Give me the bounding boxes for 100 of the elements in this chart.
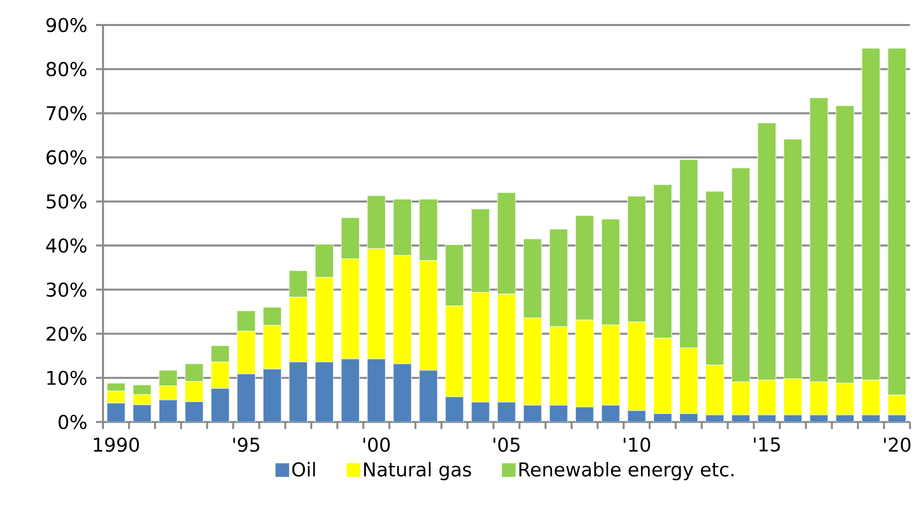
bar: [810, 382, 828, 416]
y-tick-label: 0%: [58, 414, 86, 430]
bar: [862, 48, 880, 380]
y-tick-label: 30%: [46, 282, 86, 297]
bar: [210, 345, 230, 362]
bar: [419, 198, 438, 261]
bar: [705, 364, 724, 416]
bar: [236, 310, 256, 332]
bar: [627, 196, 646, 322]
bar: [653, 338, 672, 414]
bar: [471, 208, 490, 293]
bar: [523, 404, 542, 422]
bar: [653, 184, 672, 338]
bar: [288, 270, 308, 298]
legend-label: Oil: [292, 462, 315, 477]
bar: [549, 326, 568, 406]
bar: [210, 362, 230, 389]
bar: [132, 404, 152, 422]
bar: [888, 48, 906, 396]
bar: [679, 159, 698, 348]
bar: [601, 404, 620, 422]
bar: [210, 388, 230, 422]
bar: [679, 348, 698, 414]
y-tick-label: 40%: [46, 238, 86, 253]
bar: [497, 402, 516, 422]
bar: [106, 382, 126, 392]
bar: [341, 258, 360, 360]
bar: [184, 381, 204, 402]
bar: [836, 414, 854, 422]
bar: [106, 402, 126, 422]
bar: [627, 322, 646, 411]
legend-label: Renewable energy etc.: [519, 462, 734, 480]
bar: [262, 307, 282, 326]
bar: [601, 218, 620, 326]
bar: [106, 390, 126, 404]
bar: [810, 97, 828, 382]
bar: [888, 394, 906, 416]
bar: [836, 105, 854, 384]
legend-label: Natural gas: [364, 462, 472, 480]
bar: [393, 363, 412, 422]
bar: [758, 122, 776, 380]
bar: [132, 394, 152, 406]
bar: [601, 324, 620, 406]
bar: [341, 217, 360, 260]
bar: [341, 358, 360, 422]
bar: [445, 244, 464, 306]
y-tick-label: 10%: [47, 370, 86, 386]
bar: [705, 414, 724, 422]
bar: [367, 248, 386, 360]
x-tick-label: 1990: [94, 438, 139, 452]
bar: [132, 384, 152, 395]
bar: [784, 414, 802, 422]
x-tick-label: '95: [233, 438, 260, 452]
bar: [549, 404, 568, 422]
y-tick-label: 50%: [46, 194, 86, 209]
bar: [497, 294, 516, 402]
bar: [184, 363, 204, 382]
bar: [575, 215, 594, 320]
bar: [549, 228, 568, 328]
bar: [888, 414, 906, 422]
bar: [288, 296, 308, 362]
bar: [758, 380, 776, 416]
bar: [784, 378, 802, 416]
bar: [731, 168, 750, 382]
bar: [758, 414, 776, 422]
bar: [523, 238, 542, 318]
x-tick-label: '00: [363, 438, 390, 452]
bar: [236, 330, 256, 374]
bar: [262, 325, 282, 370]
bar: [184, 401, 204, 422]
bar: [158, 386, 178, 400]
y-tick-label: 80%: [46, 62, 86, 76]
y-tick-label: 90%: [46, 18, 86, 32]
bar: [862, 414, 880, 422]
bar: [471, 402, 490, 422]
bar: [679, 413, 698, 422]
bar: [367, 358, 386, 422]
bar: [314, 362, 334, 422]
x-tick-label: '20: [884, 438, 910, 452]
bar: [262, 368, 282, 422]
bar: [810, 414, 828, 422]
y-tick-label: 70%: [46, 106, 86, 120]
x-tick-label: '15: [754, 438, 780, 452]
bar: [288, 362, 308, 422]
y-tick-label: 20%: [46, 326, 86, 341]
bar: [731, 382, 750, 416]
bar: [523, 318, 542, 406]
bar: [575, 320, 594, 408]
bar: [158, 400, 178, 422]
bar: [731, 414, 750, 422]
bar: [314, 277, 334, 362]
bar: [575, 406, 594, 422]
bar: [367, 195, 386, 249]
bar: [158, 370, 178, 386]
bar: [705, 190, 724, 366]
bar: [836, 382, 854, 416]
y-tick-label: 60%: [46, 150, 86, 165]
bar: [393, 198, 412, 256]
bar: [471, 292, 490, 402]
bar: [497, 192, 516, 294]
